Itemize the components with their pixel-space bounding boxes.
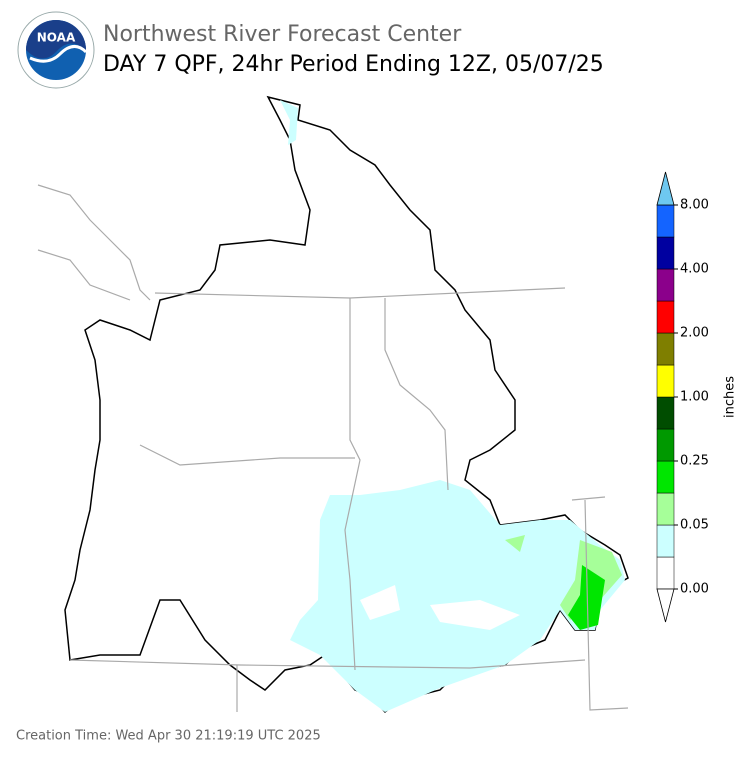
precip-hole (360, 585, 400, 620)
colorbar-segment (656, 332, 675, 366)
noaa-logo: NOAA (17, 11, 95, 89)
colorbar-under (656, 588, 675, 623)
colorbar-segment (656, 556, 675, 590)
precip-light (290, 480, 625, 712)
colorbar-tick-label: 2.00 (680, 326, 709, 341)
colorbar-tick-label: 0.05 (680, 518, 709, 533)
colorbar: 8.00 4.00 2.00 1.00 0.25 0.05 0.00 (656, 171, 709, 623)
creation-time: Creation Time: Wed Apr 30 21:19:19 UTC 2… (16, 729, 321, 744)
map (37, 95, 629, 714)
colorbar-segment (656, 236, 675, 270)
colorbar-tick-label: 8.00 (680, 198, 709, 213)
colorbar-segment (656, 268, 675, 302)
title: Northwest River Forecast Center (103, 22, 462, 47)
colorbar-over (656, 171, 675, 206)
colorbar-segment (656, 204, 675, 238)
precip-green (505, 535, 525, 552)
colorbar-segment (656, 428, 675, 462)
logo-text: NOAA (37, 31, 76, 45)
colorbar-tick-label: 0.25 (680, 454, 709, 469)
colorbar-tick-label: 0.00 (680, 582, 709, 597)
colorbar-segment (656, 524, 675, 558)
precip-light-north (280, 100, 298, 145)
colorbar-tick-label: 1.00 (680, 390, 709, 405)
colorbar-label: inches (723, 376, 738, 418)
colorbar-segment (656, 460, 675, 494)
colorbar-segment (656, 396, 675, 430)
colorbar-segment (656, 300, 675, 334)
colorbar-segment (656, 492, 675, 526)
precip-hole (430, 600, 520, 630)
boundaries (37, 184, 629, 712)
colorbar-segment (656, 364, 675, 398)
precip-green (568, 565, 605, 630)
subtitle: DAY 7 QPF, 24hr Period Ending 12Z, 05/07… (103, 52, 604, 77)
colorbar-tick-label: 4.00 (680, 262, 709, 277)
